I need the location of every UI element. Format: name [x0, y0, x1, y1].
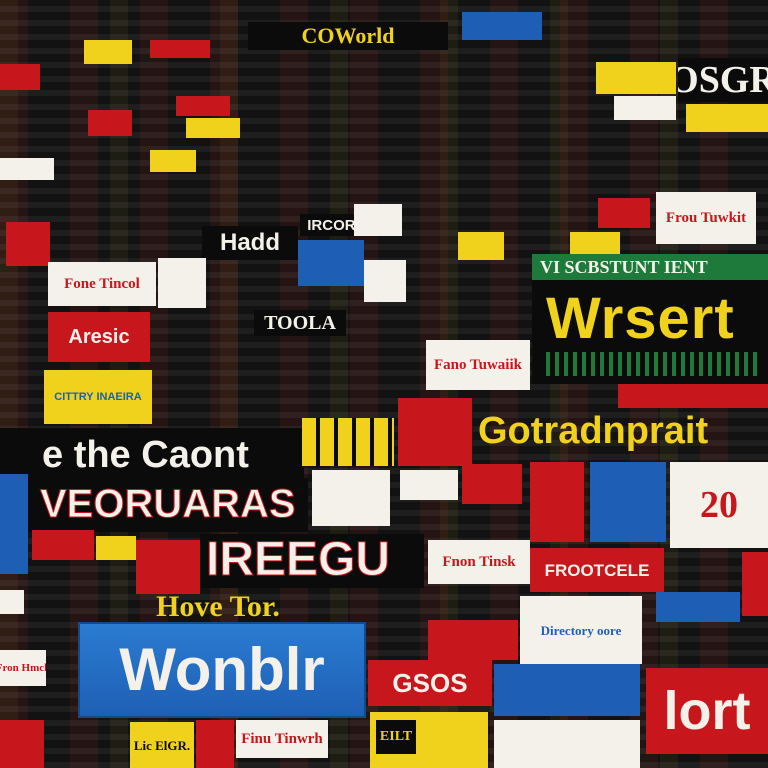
white-left-lower: [0, 590, 24, 614]
left-red-3: [6, 222, 50, 266]
gsos-red-tile: GSOS: [368, 660, 492, 706]
bottom-right-red-block: lort: [646, 668, 768, 754]
red-white-tile: [398, 398, 472, 466]
white-tile-mid: [400, 470, 458, 500]
white-mid-tile-2: [354, 204, 402, 236]
top-red-label: [150, 40, 210, 58]
yellow-bars-tile: [302, 418, 394, 466]
ireegu-headline: IREEGU: [205, 533, 391, 586]
top-right-yellow-2: [686, 104, 768, 132]
century-yellow-box: CITTRY INAEIRA: [44, 370, 152, 424]
blue-left-strip: [0, 474, 28, 574]
bottom-blue-banner: Wonblr: [78, 622, 366, 718]
fine-time-label-2: Fano Tuwaiik: [426, 340, 530, 390]
red-tile-mid-2: [462, 464, 522, 504]
fine-time-label-3: Frou Tuwkit: [656, 192, 756, 244]
left-headline-backing: [0, 428, 304, 478]
eilt-label: EILT: [376, 720, 416, 754]
left-red-2: [88, 110, 132, 136]
blue-right-lower: [656, 592, 740, 622]
directory-tile: Directory oore: [520, 596, 642, 664]
lic-yellow-tile: Lic ElGR.: [130, 722, 194, 768]
red-mid-tile: [598, 198, 650, 228]
red-right-badge: [530, 462, 584, 542]
top-right-yellow: [596, 62, 676, 94]
lower-left-tagline: Hove Tor.: [156, 590, 280, 623]
toola-label: TOOLA: [254, 310, 346, 336]
right-banner-green-dots: [546, 352, 758, 376]
fine-time-label-5: Finu Tinwrh: [236, 720, 328, 758]
yellow-mid-tile-2: [570, 232, 620, 256]
right-banner-header: VI SCBSTUNT IENT: [540, 257, 708, 277]
veoruaras-headline: VEORUARAS: [40, 482, 297, 526]
top-yellow-label: [84, 40, 132, 64]
ireegu-backing: [200, 534, 424, 588]
red-bottom-mid: [196, 720, 234, 768]
red-left-mid-2: [136, 540, 200, 594]
headline-osgr: OSGR: [678, 58, 768, 102]
fine-time-label-4: Fnon Tinsk: [428, 540, 530, 584]
white-mid-tile-3: [364, 260, 406, 302]
red-left-mid: [32, 530, 94, 560]
white-mid-tile-1: [158, 258, 206, 308]
blue-right-badge: [590, 462, 666, 542]
red-bottom-left: [0, 720, 44, 768]
blue-mid-tile: [298, 240, 364, 286]
left-white-1: [0, 158, 54, 180]
mid-right-red-bar: [618, 384, 768, 408]
mid-right-word: Gotradnprait: [478, 410, 709, 452]
veoruaras-backing: [0, 478, 308, 532]
aresic-red-tile: Aresic: [48, 312, 150, 362]
top-blue-label: [462, 12, 542, 40]
price-badge: 20: [670, 462, 768, 548]
yellow-mid-tile: [458, 232, 504, 260]
headline-coworld: COWorld: [248, 22, 448, 50]
fine-time-label-1: Fone Tincol: [48, 262, 156, 306]
left-red-1: [0, 64, 40, 90]
left-red-4: [176, 96, 230, 116]
hadd-label: Hadd: [202, 226, 298, 260]
left-the-count-headline: e the Caont: [42, 434, 249, 476]
yellow-left-mid: [96, 536, 136, 560]
blue-center-lower: [494, 664, 640, 716]
right-banner-word: Wrsert: [546, 286, 735, 351]
frootcele-tile: FROOTCELE: [530, 548, 664, 592]
red-right-lower: [742, 552, 768, 616]
red-lower-mid: [428, 620, 518, 660]
white-bottom-mid: [494, 720, 640, 768]
white-sais-tile: [312, 470, 390, 526]
top-right-white: [614, 96, 676, 120]
left-yellow-1: [150, 150, 196, 172]
fine-time-label-6: Fron Hmck: [0, 650, 46, 686]
left-yellow-2: [186, 118, 240, 138]
